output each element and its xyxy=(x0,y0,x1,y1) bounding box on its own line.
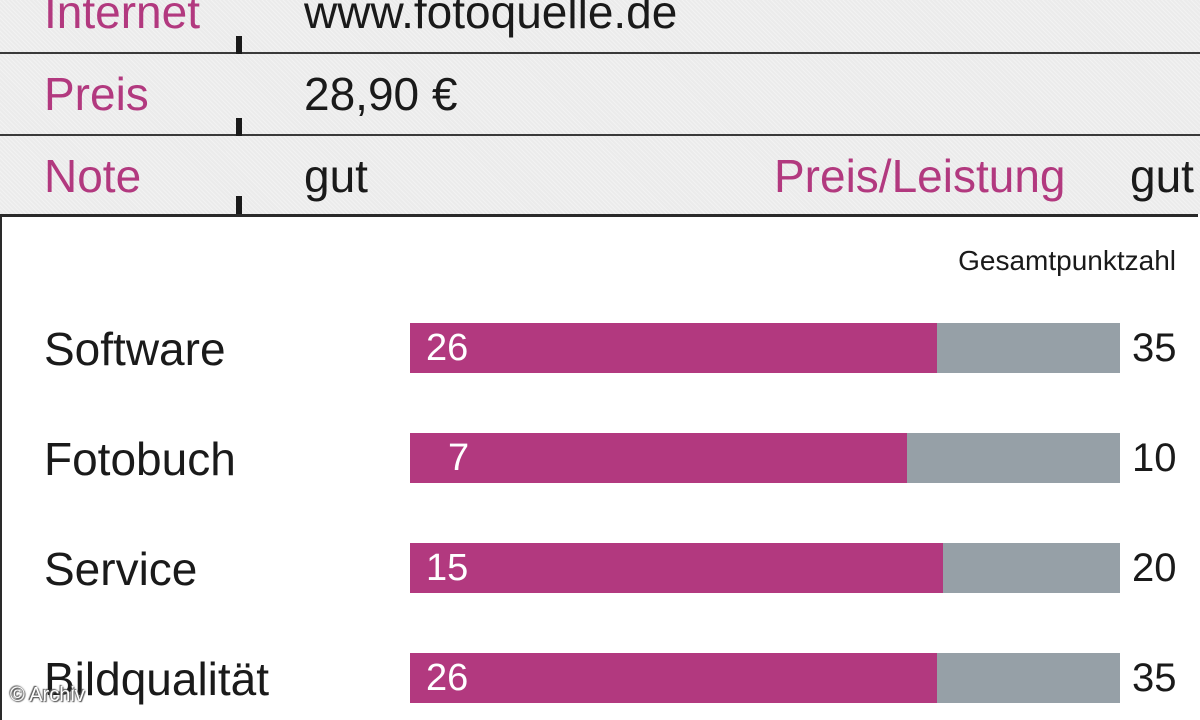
bar-row: Bildqualität 26 35 xyxy=(2,653,1200,705)
bar-row: Service 15 20 xyxy=(2,543,1200,595)
preis-label: Preis xyxy=(44,68,149,120)
note-label: Note xyxy=(44,150,142,202)
bar-score-fill: 26 xyxy=(410,323,937,373)
internet-value: www.fotoquelle.de xyxy=(304,0,678,38)
total-header: Gesamtpunktzahl xyxy=(958,245,1176,276)
bar-max-value: 35 xyxy=(1132,656,1177,700)
info-table: Internet www.fotoquelle.de Preis 28,90 €… xyxy=(0,0,1200,214)
bar-score-value: 7 xyxy=(448,437,470,479)
bar-track: 26 xyxy=(410,653,1120,703)
bar-max-value: 20 xyxy=(1132,546,1177,590)
bar-category-label: Bildqualität xyxy=(44,653,270,705)
preis-value: 28,90 € xyxy=(304,68,458,120)
bar-row: Fotobuch 7 10 xyxy=(2,433,1200,485)
bar-category-label: Fotobuch xyxy=(44,433,236,485)
bar-category-label: Service xyxy=(44,543,198,595)
bar-track: 26 xyxy=(410,323,1120,373)
bar-max-value: 35 xyxy=(1132,326,1177,370)
note-value: gut xyxy=(304,150,368,202)
bar-track: 7 xyxy=(410,433,1120,483)
preis-leistung-value: gut xyxy=(1130,150,1194,202)
row-divider-tick xyxy=(236,36,242,54)
bar-score-value: 26 xyxy=(426,327,469,369)
bar-track: 15 xyxy=(410,543,1120,593)
bar-score-fill: 26 xyxy=(410,653,937,703)
info-row-internet: Internet www.fotoquelle.de xyxy=(0,0,1200,54)
bar-score-fill: 7 xyxy=(410,433,907,483)
bar-score-fill: 15 xyxy=(410,543,943,593)
bar-score-value: 15 xyxy=(426,547,469,589)
bar-score-value: 26 xyxy=(426,657,469,699)
score-chart: Gesamtpunktzahl Software 26 35 Fotobuch 7 10 S… xyxy=(0,214,1198,720)
row-divider-tick xyxy=(236,196,242,214)
internet-label: Internet xyxy=(44,0,200,38)
bar-category-label: Software xyxy=(44,323,226,375)
bar-max-value: 10 xyxy=(1132,436,1177,480)
preis-leistung-label: Preis/Leistung xyxy=(774,150,1066,202)
copyright-text: © Archiv xyxy=(10,684,85,706)
bar-row: Software 26 35 xyxy=(2,323,1200,375)
info-row-preis: Preis 28,90 € xyxy=(0,54,1200,136)
row-divider-tick xyxy=(236,118,242,136)
info-row-note: Note gut Preis/Leistung gut xyxy=(0,136,1200,214)
